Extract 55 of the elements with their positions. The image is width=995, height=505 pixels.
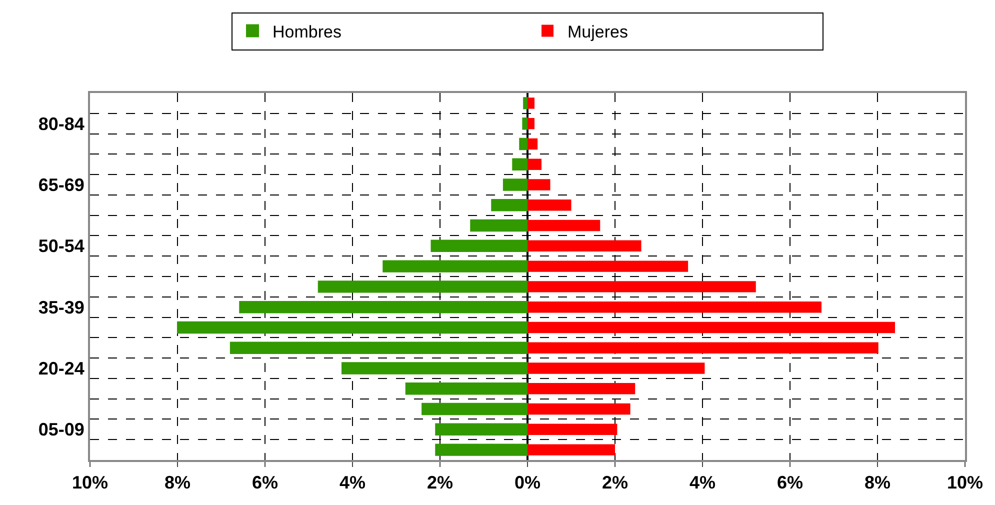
- x-tick-label: 4%: [339, 472, 366, 493]
- bar: [522, 117, 528, 130]
- bar: [430, 240, 528, 252]
- bar: [528, 179, 550, 190]
- bar: [177, 321, 528, 334]
- x-tick-label: 10%: [72, 472, 108, 493]
- bar: [502, 178, 528, 191]
- legend-label: Hombres: [272, 22, 342, 42]
- bar: [470, 219, 528, 232]
- y-tick-label: 80-84: [38, 114, 84, 134]
- bar: [528, 200, 572, 211]
- bar: [528, 98, 534, 109]
- y-tick-label: 50-54: [38, 236, 84, 256]
- bar: [519, 138, 528, 150]
- x-tick-label: 2%: [426, 472, 454, 493]
- bar: [528, 260, 688, 272]
- bar: [422, 402, 528, 416]
- x-tick-label: 6%: [252, 472, 278, 493]
- bar: [528, 138, 538, 150]
- y-tick-label: 35-39: [38, 297, 84, 318]
- x-tick-label: 4%: [689, 472, 716, 493]
- x-tick-label: 8%: [164, 472, 191, 493]
- bar: [528, 424, 618, 436]
- y-tick-label: 65-69: [38, 175, 84, 196]
- bar: [491, 199, 528, 212]
- bar: [528, 322, 895, 334]
- legend-label: Mujeres: [568, 22, 628, 42]
- x-tick-label: 8%: [864, 472, 891, 493]
- bar: [528, 220, 600, 232]
- y-tick-label: 20-24: [38, 358, 84, 379]
- x-tick-label: 10%: [946, 472, 984, 493]
- bar: [528, 383, 636, 394]
- bar: [342, 362, 528, 374]
- bar: [528, 301, 822, 313]
- bar: [512, 158, 528, 170]
- bar: [523, 97, 528, 110]
- bar: [230, 342, 528, 354]
- bar: [528, 403, 630, 415]
- x-tick-label: 2%: [602, 472, 628, 493]
- bar: [528, 342, 878, 354]
- bar: [528, 362, 705, 374]
- bar: [528, 158, 542, 170]
- bar: [435, 444, 528, 456]
- bar: [528, 444, 615, 456]
- bar: [239, 300, 528, 314]
- bar: [318, 280, 528, 293]
- x-tick-label: 0%: [514, 472, 541, 493]
- bar: [528, 281, 756, 292]
- bar: [435, 423, 528, 436]
- bar: [528, 118, 534, 130]
- x-tick-label: 6%: [776, 472, 804, 493]
- y-tick-label: 05-09: [38, 420, 84, 440]
- bar: [405, 382, 528, 395]
- bar: [528, 240, 642, 252]
- bar: [382, 260, 528, 272]
